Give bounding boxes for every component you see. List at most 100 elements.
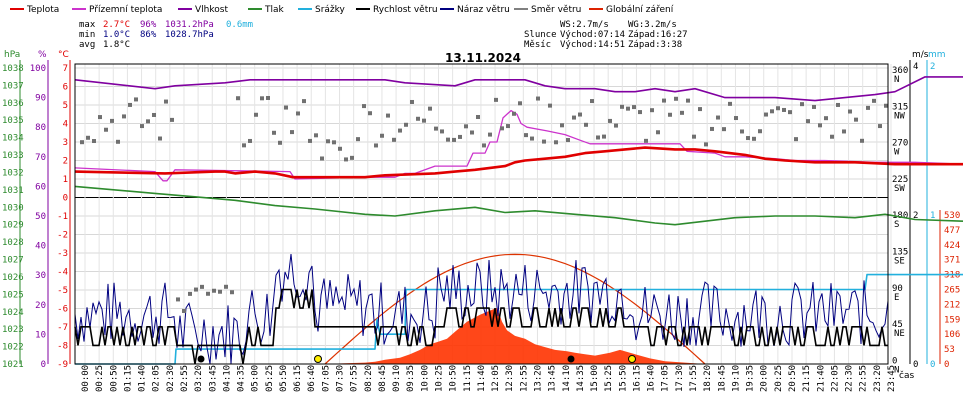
tick-rad-4: 318: [944, 271, 960, 281]
wind-direction-point: [818, 123, 822, 128]
wind-direction-point: [464, 124, 468, 129]
wind-direction-point: [368, 111, 372, 116]
wind-direction-point: [140, 124, 144, 129]
stats-hum-min: 86%: [140, 30, 157, 40]
tick-temp-9: -2: [57, 231, 68, 241]
tick-time-2: 00:50: [109, 365, 119, 392]
wind-direction-point: [188, 291, 192, 296]
tick-pressure-4: 1025: [2, 290, 24, 300]
tick-time-24: 10:00: [420, 365, 430, 392]
legend-label-3: Tlak: [264, 5, 285, 15]
tick-temp-2: 5: [63, 101, 68, 111]
tick-humidity-1: 90: [35, 94, 46, 104]
wind-direction-point: [752, 136, 756, 141]
wind-direction-point: [476, 114, 480, 119]
tick-time-10: 04:10: [222, 365, 232, 392]
stats-moon-set: Západ:3:38: [628, 40, 682, 50]
tick-pressure-1: 1022: [2, 343, 24, 353]
wind-direction-point: [626, 106, 630, 111]
wind-direction-point: [554, 140, 558, 145]
wind-direction-point: [608, 118, 612, 123]
wind-direction-point: [422, 118, 426, 123]
chart-legend: Teplota Přízemní teplota Vlhkost Tlak Srážky…: [10, 5, 674, 15]
tick-temp-1: 6: [63, 83, 68, 93]
unit-x: čas: [899, 370, 914, 381]
stats-temp-max: 2.7°C: [103, 20, 130, 30]
wind-direction-point: [428, 106, 432, 111]
tick-time-38: 15:50: [618, 365, 628, 392]
wind-direction-point: [110, 118, 114, 123]
tick-time-46: 19:10: [731, 365, 741, 392]
wind-direction-point: [644, 138, 648, 143]
tick-time-16: 06:40: [307, 365, 317, 392]
tick-rad-5: 265: [944, 286, 960, 296]
tick-dir-deg-5: 135: [892, 248, 908, 258]
legend-label-7: Směr větru: [531, 5, 581, 15]
wind-direction-point: [134, 97, 138, 102]
tick-humidity-3: 70: [35, 153, 46, 163]
legend-label-6: Náraz větru: [457, 5, 510, 15]
tick-dir-deg-3: 225: [892, 175, 908, 185]
tick-pressure-11: 1032: [2, 168, 24, 178]
tick-dir-name-1: NW: [894, 111, 905, 121]
wind-direction-point: [482, 143, 486, 148]
tick-pressure-2: 1023: [2, 325, 24, 335]
tick-time-27: 11:15: [463, 365, 473, 392]
tick-humidity-5: 50: [35, 212, 46, 222]
tick-temp-4: 3: [63, 138, 68, 148]
stats-moon-label: Měsíc: [524, 40, 551, 50]
stats-label-min: min: [79, 30, 95, 40]
wind-direction-point: [320, 156, 324, 161]
wind-direction-point: [836, 102, 840, 107]
wind-direction-point: [380, 133, 384, 138]
chart-title: 13.11.2024: [445, 51, 521, 65]
tick-humidity-4: 60: [35, 182, 46, 192]
legend-label-0: Teplota: [26, 5, 59, 15]
wind-direction-point: [128, 102, 132, 107]
wind-direction-point: [884, 103, 888, 108]
moonset-marker: [197, 355, 205, 363]
wind-direction-point: [344, 157, 348, 162]
tick-dir-deg-0: 360: [892, 66, 908, 76]
wind-direction-point: [116, 139, 120, 144]
wind-direction-point: [716, 115, 720, 120]
wind-direction-point: [698, 107, 702, 112]
wind-direction-point: [440, 129, 444, 134]
tick-time-30: 12:30: [505, 365, 515, 392]
wind-direction-point: [596, 135, 600, 140]
wind-direction-point: [668, 112, 672, 117]
wind-direction-point: [536, 96, 540, 101]
wind-direction-point: [398, 128, 402, 133]
wind-direction-point: [566, 138, 570, 143]
tick-humidity-6: 40: [35, 242, 46, 252]
wind-direction-point: [158, 136, 162, 141]
stats-sun-rise: Východ:07:14: [560, 30, 625, 40]
tick-time-22: 09:10: [392, 365, 402, 392]
tick-time-50: 20:50: [788, 365, 798, 392]
tick-time-57: 23:45: [887, 365, 897, 392]
wind-direction-point: [260, 96, 264, 101]
stats-temp-min: 1.0°C: [103, 30, 130, 40]
wind-direction-point: [338, 146, 342, 151]
tick-time-53: 22:05: [830, 365, 840, 392]
tick-rad-2: 424: [944, 241, 960, 251]
tick-humidity-7: 30: [35, 271, 46, 281]
wind-direction-point: [278, 140, 282, 145]
tick-time-45: 18:45: [717, 365, 727, 392]
tick-dir-deg-1: 315: [892, 102, 908, 112]
tick-time-0: 00:00: [81, 365, 91, 392]
tick-time-49: 20:25: [774, 365, 784, 392]
wind-direction-point: [806, 119, 810, 124]
tick-pressure-15: 1036: [2, 99, 24, 109]
wind-direction-point: [524, 133, 528, 138]
tick-time-14: 05:50: [279, 365, 289, 392]
tick-time-42: 17:30: [675, 365, 685, 392]
wind-direction-point: [710, 126, 714, 131]
tick-time-56: 23:20: [873, 365, 883, 392]
tick-time-17: 07:05: [321, 365, 331, 392]
tick-time-25: 10:25: [435, 365, 445, 392]
tick-temp-10: -3: [57, 249, 68, 259]
tick-dir-name-0: N: [894, 75, 899, 85]
tick-rain-2: 0: [930, 360, 935, 370]
legend-label-8: Globální záření: [606, 5, 674, 15]
